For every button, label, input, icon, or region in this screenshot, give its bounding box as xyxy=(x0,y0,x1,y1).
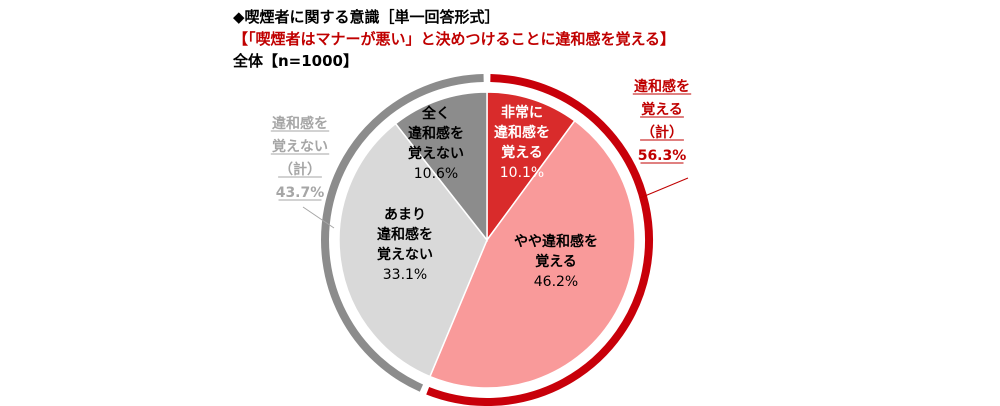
summary-label-1: 違和感を覚える （計） 56.3% xyxy=(632,78,692,199)
summary-label-2: 違和感を覚えない （計） 43.7% xyxy=(270,115,335,229)
summary-ring-not xyxy=(321,74,484,392)
pie-slice-1 xyxy=(486,91,576,243)
summary-label-line: （計） xyxy=(641,124,683,141)
summary-leader-line xyxy=(302,206,335,229)
slice-label-3: あまり違和感を覚えない 33.1% xyxy=(377,207,433,283)
chart-header: ◆喫煙者に関する意識［単一回答形式］ 【「喫煙者はマナーが悪い」と決めつけること… xyxy=(233,6,675,72)
summary-label-line: 43.7% xyxy=(276,185,325,201)
chart-title: ◆喫煙者に関する意識［単一回答形式］ xyxy=(233,8,500,26)
summary-label-line: 違和感を xyxy=(634,78,690,95)
slice-label-4: 全く違和感を覚えない 10.6% xyxy=(408,105,464,182)
pie-slice-3 xyxy=(338,122,488,378)
pie-slice-2 xyxy=(428,119,636,389)
summary-label-line: 違和感を xyxy=(272,115,328,132)
summary-label-line: 覚えない xyxy=(272,138,328,155)
chart-subtitle: 【「喫煙者はマナーが悪い」と決めつけることに違和感を覚える】 xyxy=(233,30,676,48)
summary-label-line: 56.3% xyxy=(638,148,687,164)
summary-ring-feel xyxy=(426,74,654,406)
slice-label-1: 非常に違和感を覚える 10.1% xyxy=(494,104,550,181)
pie-slice-4 xyxy=(394,91,488,243)
slice-label-2: やや違和感を覚える 46.2% xyxy=(514,233,598,290)
summary-label-line: 覚える xyxy=(641,101,683,118)
sample-size: 全体【n=1000】 xyxy=(233,52,358,70)
summary-leader-line xyxy=(639,177,689,199)
summary-label-line: （計） xyxy=(279,161,321,178)
